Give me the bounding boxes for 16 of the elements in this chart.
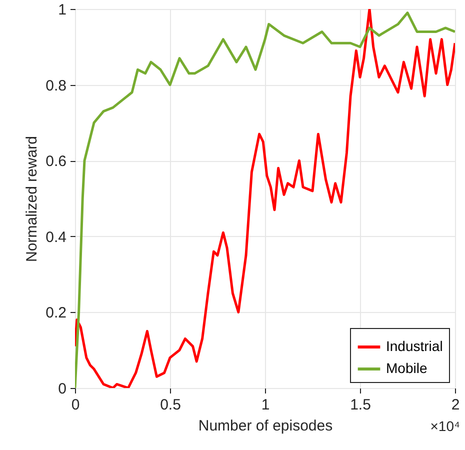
x-tick-label: 1	[261, 396, 270, 414]
y-tick-label: 1	[58, 2, 66, 18]
y-tick-label: 0.6	[46, 153, 66, 170]
x-tick-label: 0	[71, 396, 80, 414]
y-tick-label: 0.4	[46, 228, 66, 246]
y-tick-label: 0	[58, 380, 66, 398]
y-axis-title: Normalized reward	[24, 136, 41, 262]
x-tick-label: 0.5	[160, 396, 181, 414]
legend-label: Mobile	[386, 360, 428, 376]
y-tick-label: 0.2	[46, 304, 66, 322]
x-tick-label: 2	[451, 396, 460, 414]
y-tick-label: 0.8	[46, 77, 66, 94]
legend-label: Industrial	[386, 338, 443, 354]
x-axis-title: Number of episodes	[198, 418, 333, 434]
text: ×10⁴	[430, 418, 460, 434]
x-tick-label: 1.5	[350, 396, 371, 414]
